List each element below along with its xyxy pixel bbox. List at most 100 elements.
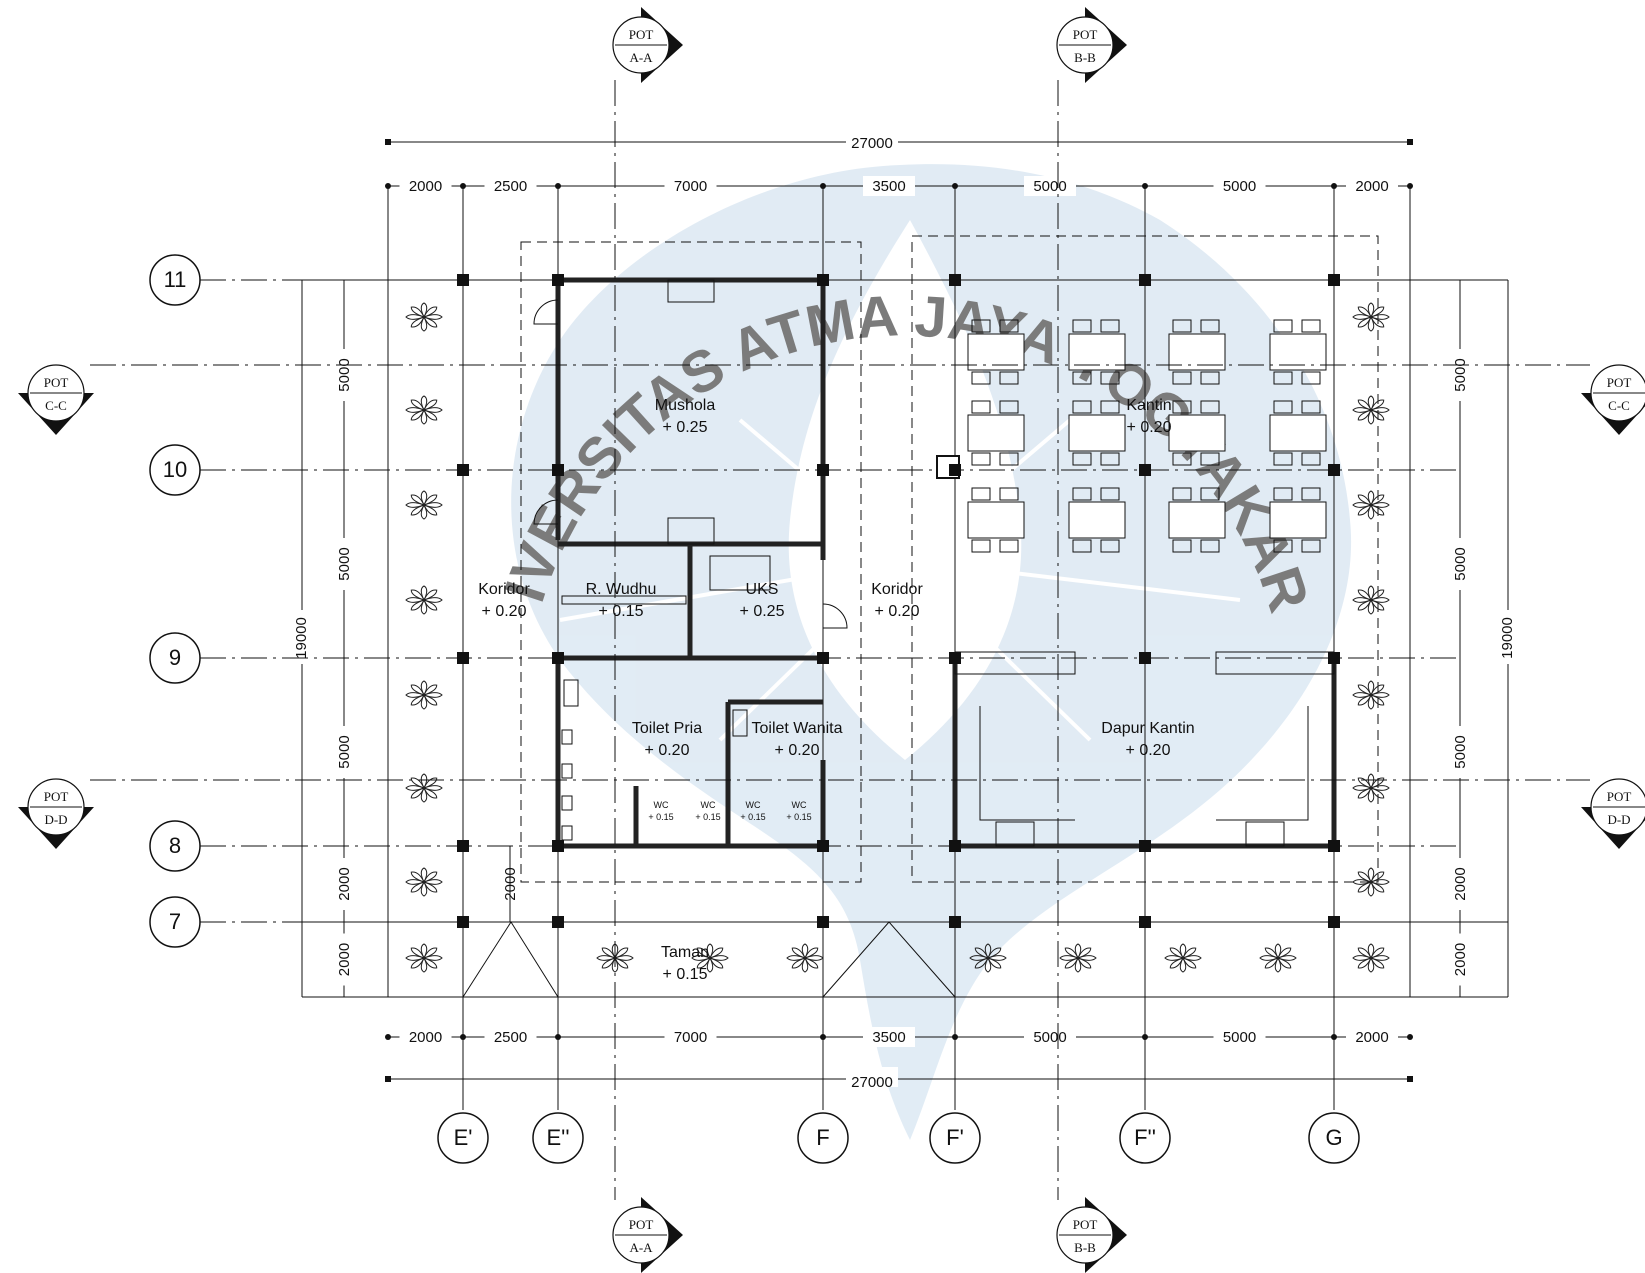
plant-icon [1352,395,1390,425]
plant-icon [405,867,443,897]
svg-text:POT: POT [1607,375,1632,390]
building-outline [302,186,1508,998]
room-koridor-left-level: + 0.20 [482,603,527,620]
svg-text:A-A: A-A [629,50,653,65]
svg-text:A-A: A-A [629,1240,653,1255]
grid-bubble-col-4 [1119,1112,1171,1164]
svg-text:POT: POT [629,1217,654,1232]
svg-text:C-C: C-C [1608,398,1630,413]
wc-level: + 0.15 [648,812,673,822]
room-labels: Mushola + 0.25 Kantin + 0.20 Koridor + 0… [478,397,1194,983]
room-wudhu-name: R. Wudhu [586,581,657,598]
plant-icon [1352,585,1390,615]
span-top-2: 7000 [674,178,707,195]
grid-bubble-row-10 [149,444,201,496]
room-toilet-pria-level: + 0.20 [645,742,690,759]
room-uks-name: UKS [746,581,779,598]
span-top-3: 3500 [872,178,905,195]
section-marker-d-d: POT D-D [1581,778,1645,849]
grid-bubble-row-8 [149,820,201,872]
plant-icon [1259,943,1297,973]
grid-col-label: F' [946,1125,964,1150]
plant-icon [405,680,443,710]
section-marker-c-c: POT C-C [1581,364,1645,435]
row-span-right-0: 5000 [1452,358,1469,391]
svg-text:C-C: C-C [45,398,67,413]
grid-bubble-col-2 [797,1112,849,1164]
room-mushola-name: Mushola [655,397,716,414]
span-bottom-5: 5000 [1223,1029,1256,1046]
total-width-bottom: 27000 [851,1074,893,1091]
plant-icon [969,943,1007,973]
total-height-right: 19000 [1499,617,1516,659]
section-marker-b-b: POT B-B [1056,7,1127,83]
room-koridor-right-level: + 0.20 [875,603,920,620]
row-span-left-4: 2000 [336,943,353,976]
room-toilet-wanita-level: + 0.20 [775,742,820,759]
span-bottom-6: 2000 [1355,1029,1388,1046]
kantin-tables [967,319,1327,553]
room-toilet-wanita-name: Toilet Wanita [752,720,843,737]
svg-text:POT: POT [629,27,654,42]
wc-level: + 0.15 [786,812,811,822]
row-span-left-1: 5000 [336,547,353,580]
plant-icon [1352,680,1390,710]
wc-level: + 0.15 [695,812,720,822]
room-koridor-right-name: Koridor [871,581,923,598]
plant-icon [405,490,443,520]
section-marker-c-c: POT C-C [18,364,94,435]
plant-icon [405,395,443,425]
span-bottom-1: 2500 [494,1029,527,1046]
plant-icon [1352,302,1390,332]
room-taman-name: Taman [661,944,709,961]
row-span-dimension-labels: 5000 5000 5000 5000 5000 5000 2000 2000 2000 2000… [334,349,1470,986]
grid-row-label: 8 [169,833,181,858]
grid-bubble-col-5 [1308,1112,1360,1164]
plant-icon [405,943,443,973]
grid-bubble-col-0 [437,1112,489,1164]
plant-icon [691,943,729,973]
room-koridor-left-name: Koridor [478,581,530,598]
section-markers: POT A-A POT B-B POT A-A POT B-B POT C-C POT C-C POT D… [18,7,1645,1273]
grid-row-label: 7 [169,909,181,934]
room-uks-level: + 0.25 [740,603,785,620]
svg-text:POT: POT [1073,1217,1098,1232]
span-top-0: 2000 [409,178,442,195]
row-span-left-0: 5000 [336,358,353,391]
plant-icon [1352,943,1390,973]
svg-text:B-B: B-B [1074,50,1096,65]
span-top-1: 2500 [494,178,527,195]
row-span-right-3: 2000 [1452,867,1469,900]
svg-text:POT: POT [44,375,69,390]
row-span-left-2: 5000 [336,735,353,768]
plant-icon [405,773,443,803]
section-marker-a-a: POT A-A [612,1197,683,1273]
span-bottom-4: 5000 [1033,1029,1066,1046]
room-taman-level: + 0.15 [663,966,708,983]
plant-icon [405,302,443,332]
section-marker-b-b: POT B-B [1056,1197,1127,1273]
plant-icon [1352,867,1390,897]
room-kantin-name: Kantin [1126,397,1171,414]
span-bottom-2: 7000 [674,1029,707,1046]
grid-bubble-col-3 [929,1112,981,1164]
room-kantin-level: + 0.20 [1127,419,1172,436]
structural-columns [457,274,1340,928]
span-top-6: 2000 [1355,178,1388,195]
svg-text:POT: POT [44,789,69,804]
svg-text:D-D: D-D [1607,812,1630,827]
grid-col-label: E' [454,1125,473,1150]
grid-bubble-col-1 [532,1112,584,1164]
total-width-top: 27000 [851,135,893,152]
row-span-left-3: 2000 [336,867,353,900]
plant-icon [1059,943,1097,973]
plant-icon [1352,490,1390,520]
grid-row-label: 9 [169,645,181,670]
grid-col-label: G [1325,1125,1342,1150]
room-dapur-level: + 0.20 [1126,742,1171,759]
wc-label: WC [701,800,716,810]
grid-col-label: F [816,1125,829,1150]
plant-icon [1164,943,1202,973]
span-bottom-0: 2000 [409,1029,442,1046]
